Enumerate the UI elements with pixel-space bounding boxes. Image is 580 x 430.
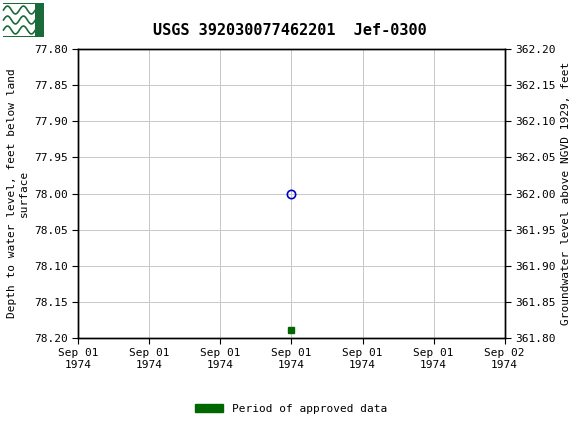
- Text: USGS 392030077462201  Jef-0300: USGS 392030077462201 Jef-0300: [153, 23, 427, 38]
- Legend: Period of approved data: Period of approved data: [191, 399, 392, 418]
- Y-axis label: Groundwater level above NGVD 1929, feet: Groundwater level above NGVD 1929, feet: [561, 62, 571, 325]
- Y-axis label: Depth to water level, feet below land
surface: Depth to water level, feet below land su…: [7, 69, 28, 318]
- Bar: [3, 4, 35, 36]
- Bar: [3, 3, 43, 37]
- Text: USGS: USGS: [44, 10, 103, 30]
